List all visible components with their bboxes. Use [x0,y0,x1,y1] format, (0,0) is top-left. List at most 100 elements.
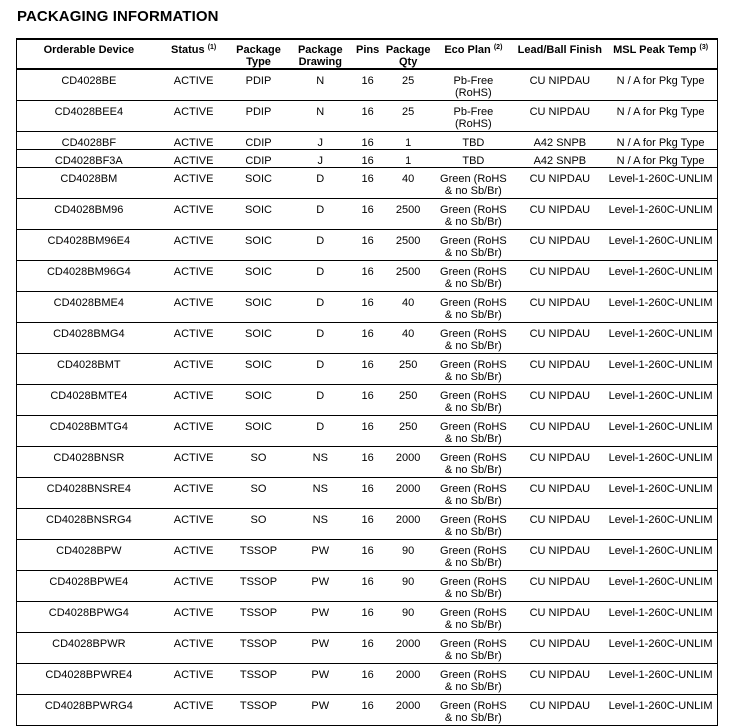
header-label: MSL Peak Temp [613,44,697,56]
cell-lead-ball-finish: CU NIPDAU [515,508,605,540]
cell-package-qty: 2500 [385,229,432,261]
cell-eco-plan: Green (RoHS & no Sb/Br) [431,477,516,509]
cell-msl-peak-temp: N / A for Pkg Type [604,100,718,132]
cell-package-type: SO [226,508,291,540]
cell-pins: 16 [350,415,386,447]
cell-eco-plan: Green (RoHS & no Sb/Br) [431,291,516,323]
cell-package-drawing: N [290,100,351,132]
cell-msl-peak-temp: Level-1-260C-UNLIM [604,694,718,726]
cell-eco-plan: TBD [431,149,516,168]
cell-package-type: SOIC [226,260,291,292]
cell-status: ACTIVE [160,322,227,354]
cell-package-type: PDIP [226,100,291,132]
cell-eco-plan: Green (RoHS & no Sb/Br) [431,167,516,199]
cell-eco-plan: Green (RoHS & no Sb/Br) [431,694,516,726]
header-msl-peak-temp: MSL Peak Temp (3) [604,39,718,70]
cell-pins: 16 [350,384,386,416]
cell-status: ACTIVE [160,415,227,447]
cell-package-type: PDIP [226,69,291,101]
cell-pins: 16 [350,539,386,571]
cell-orderable-device: CD4028BMTE4 [16,384,161,416]
cell-pins: 16 [350,353,386,385]
cell-pins: 16 [350,632,386,664]
footnote-marker: (3) [699,44,709,51]
cell-package-type: CDIP [226,149,291,168]
table-row: CD4028BF ACTIVE CDIP J 16 1 TBD A42 SNPB N / A f… [16,131,718,150]
cell-pins: 16 [350,291,386,323]
cell-package-qty: 2000 [385,663,432,695]
header-lead-ball-finish: Lead/Ball Finish [515,39,605,70]
header-eco-plan: Eco Plan (2) [431,39,516,70]
cell-package-qty: 2000 [385,632,432,664]
cell-eco-plan: Green (RoHS & no Sb/Br) [431,229,516,261]
cell-orderable-device: CD4028BMTG4 [16,415,161,447]
cell-eco-plan: TBD [431,131,516,150]
cell-msl-peak-temp: N / A for Pkg Type [604,69,718,101]
cell-msl-peak-temp: Level-1-260C-UNLIM [604,539,718,571]
cell-orderable-device: CD4028BPWR [16,632,161,664]
cell-package-drawing: PW [290,539,351,571]
table-row: CD4028BM ACTIVE SOIC D 16 40 Green (RoHS & no … [16,167,718,199]
cell-package-qty: 2000 [385,694,432,726]
cell-package-type: SOIC [226,353,291,385]
cell-orderable-device: CD4028BME4 [16,291,161,323]
cell-msl-peak-temp: Level-1-260C-UNLIM [604,322,718,354]
cell-orderable-device: CD4028BNSRE4 [16,477,161,509]
cell-orderable-device: CD4028BM96E4 [16,229,161,261]
table-row: CD4028BMTG4 ACTIVE SOIC D 16 250 Green (RoHS &… [16,415,718,447]
cell-package-qty: 1 [385,149,432,168]
cell-lead-ball-finish: CU NIPDAU [515,570,605,602]
cell-package-qty: 2500 [385,198,432,230]
cell-orderable-device: CD4028BPW [16,539,161,571]
cell-eco-plan: Pb-Free (RoHS) [431,69,516,101]
cell-pins: 16 [350,229,386,261]
cell-lead-ball-finish: CU NIPDAU [515,694,605,726]
cell-orderable-device: CD4028BPWE4 [16,570,161,602]
cell-msl-peak-temp: Level-1-260C-UNLIM [604,291,718,323]
header-orderable-device: Orderable Device [16,39,161,70]
cell-status: ACTIVE [160,663,227,695]
cell-lead-ball-finish: CU NIPDAU [515,260,605,292]
cell-package-type: TSSOP [226,601,291,633]
cell-lead-ball-finish: CU NIPDAU [515,477,605,509]
header-package-drawing: Package Drawing [290,39,351,70]
cell-package-drawing: J [290,149,351,168]
cell-lead-ball-finish: CU NIPDAU [515,601,605,633]
cell-lead-ball-finish: CU NIPDAU [515,291,605,323]
table-row: CD4028BNSRE4 ACTIVE SO NS 16 2000 Green (RoHS … [16,477,718,509]
cell-lead-ball-finish: CU NIPDAU [515,100,605,132]
header-label: Lead/Ball Finish [517,44,603,56]
cell-msl-peak-temp: Level-1-260C-UNLIM [604,570,718,602]
cell-eco-plan: Green (RoHS & no Sb/Br) [431,570,516,602]
cell-eco-plan: Green (RoHS & no Sb/Br) [431,384,516,416]
table-row: CD4028BEE4 ACTIVE PDIP N 16 25 Pb-Free (RoHS) C… [16,100,718,132]
cell-eco-plan: Green (RoHS & no Sb/Br) [431,415,516,447]
cell-pins: 16 [350,322,386,354]
cell-package-qty: 40 [385,322,432,354]
cell-status: ACTIVE [160,477,227,509]
table-row: CD4028BM96 ACTIVE SOIC D 16 2500 Green (RoHS &… [16,198,718,230]
cell-package-type: TSSOP [226,539,291,571]
cell-package-type: SOIC [226,322,291,354]
cell-package-drawing: D [290,229,351,261]
cell-status: ACTIVE [160,539,227,571]
cell-lead-ball-finish: CU NIPDAU [515,167,605,199]
cell-package-type: SOIC [226,229,291,261]
cell-eco-plan: Pb-Free (RoHS) [431,100,516,132]
cell-pins: 16 [350,131,386,150]
cell-package-qty: 25 [385,100,432,132]
cell-lead-ball-finish: CU NIPDAU [515,69,605,101]
cell-status: ACTIVE [160,570,227,602]
cell-pins: 16 [350,663,386,695]
cell-package-qty: 2000 [385,477,432,509]
cell-status: ACTIVE [160,508,227,540]
cell-lead-ball-finish: CU NIPDAU [515,663,605,695]
cell-package-type: CDIP [226,131,291,150]
cell-lead-ball-finish: A42 SNPB [515,149,605,168]
cell-package-drawing: PW [290,570,351,602]
cell-msl-peak-temp: Level-1-260C-UNLIM [604,384,718,416]
cell-lead-ball-finish: CU NIPDAU [515,446,605,478]
cell-package-qty: 250 [385,384,432,416]
cell-lead-ball-finish: CU NIPDAU [515,415,605,447]
cell-pins: 16 [350,260,386,292]
